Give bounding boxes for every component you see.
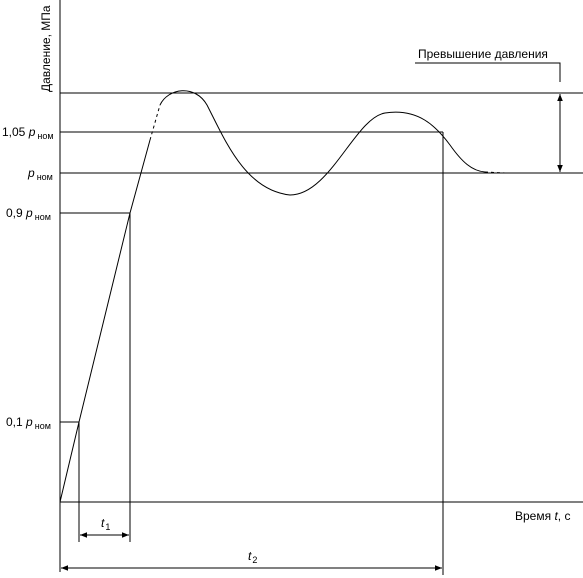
label-part: 0,1 [6,415,23,429]
label-part: ном [37,172,53,182]
overshoot-leader [415,62,561,82]
label-part: p [27,166,35,180]
level-label: 1,05 p ном [2,125,54,141]
label-part: ном [37,131,53,141]
pressure-curve [159,90,486,196]
label-part: t [101,516,105,530]
t2-label: t2 [248,549,257,565]
y-axis-label: Давление, МПа [39,5,53,92]
label-part: t [554,509,558,523]
level-label: 0,1 p ном [6,415,51,431]
label-part: 1 [105,522,110,532]
label-part: ном [35,212,51,222]
x-axis-label: Время t, с [515,509,570,523]
label-part: p [25,206,33,220]
label-part: ном [35,421,51,431]
pressure-ramp [59,139,151,503]
level-label: p ном [27,166,53,182]
level-label: 0,9 p ном [6,206,51,222]
label-part: t [248,549,252,563]
label-part: Время [515,509,551,523]
overshoot-label: Превышение давления [418,47,548,61]
label-part: 2 [252,555,257,565]
label-part: 1,05 [2,125,26,139]
label-part: 0,9 [6,206,23,220]
label-part: p [25,415,33,429]
label-part: p [28,125,36,139]
pressure-ramp-dash [149,104,161,141]
label-part: , с [558,509,571,523]
t1-label: t1 [101,516,110,532]
